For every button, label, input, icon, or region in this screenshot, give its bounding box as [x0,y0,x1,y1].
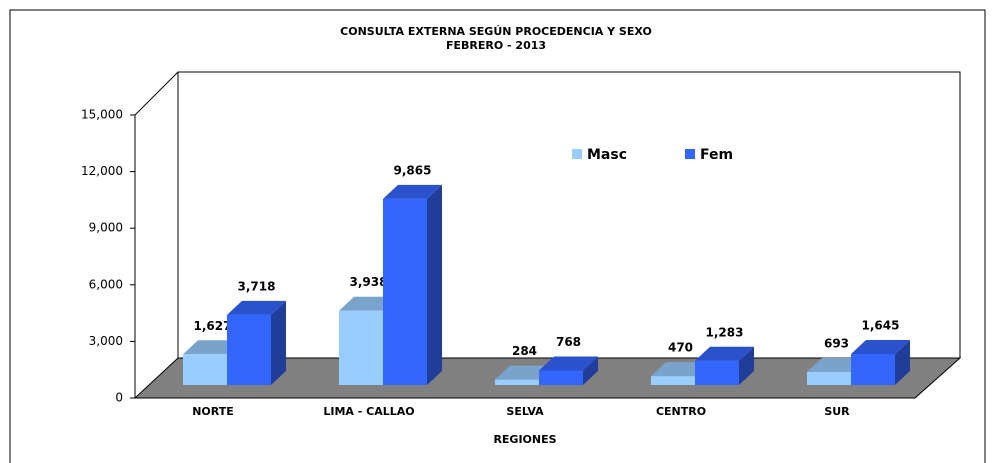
value-label: 284 [512,344,537,358]
bar-side [739,346,754,385]
y-tick-label: 6,000 [89,277,123,291]
value-label: 470 [668,341,693,355]
bar-front [227,314,271,385]
value-label: 9,865 [394,163,432,177]
y-axis-depth [134,71,179,116]
value-label: 1,627 [194,319,232,333]
bar-front [807,371,851,385]
bar [539,356,598,385]
x-tick-label: SUR [824,405,850,418]
bar-front [695,360,739,385]
value-label: 1,283 [706,325,744,339]
bar-top [539,356,598,371]
value-label: 693 [824,336,849,350]
legend-label: Fem [700,147,733,163]
bar-front [651,376,695,385]
back-wall [177,71,961,359]
bar-side [271,300,286,385]
chart-subtitle: FEBRERO - 2013 [446,39,546,52]
bar-top [383,184,442,199]
value-label: 3,718 [238,279,276,293]
value-label: 3,938 [350,275,388,289]
legend-label: Masc [587,147,627,163]
x-tick-label: CENTRO [656,405,706,418]
bar-front [495,379,539,385]
bar-top [851,339,910,354]
bar [383,184,442,385]
x-tick-label: NORTE [192,405,234,418]
bar [227,300,286,385]
y-tick-label: 3,000 [89,334,123,348]
bar [695,346,754,385]
bar-front [183,354,227,385]
bar-front [851,353,895,385]
legend-swatch [572,149,582,159]
bar-front [339,310,383,385]
x-axis-label: REGIONES [493,433,556,446]
bar-top [227,300,286,315]
y-tick-label: 0 [115,391,123,405]
chart-title: CONSULTA EXTERNA SEGÚN PROCEDENCIA Y SEX… [340,25,652,38]
bar-side [427,184,442,385]
x-tick-label: LIMA - CALLAO [323,405,414,418]
value-label: 768 [556,335,581,349]
legend-swatch [685,149,695,159]
y-tick-label: 12,000 [81,164,123,178]
bar [851,339,910,385]
bar-side [583,356,598,385]
bar-side [895,339,910,385]
bar-front [383,198,427,385]
x-tick-label: SELVA [506,405,544,418]
bar-front [539,370,583,385]
y-tick-label: 15,000 [81,108,123,122]
bar-top [695,346,754,361]
y-tick-label: 9,000 [89,221,123,235]
value-label: 1,645 [862,318,900,332]
